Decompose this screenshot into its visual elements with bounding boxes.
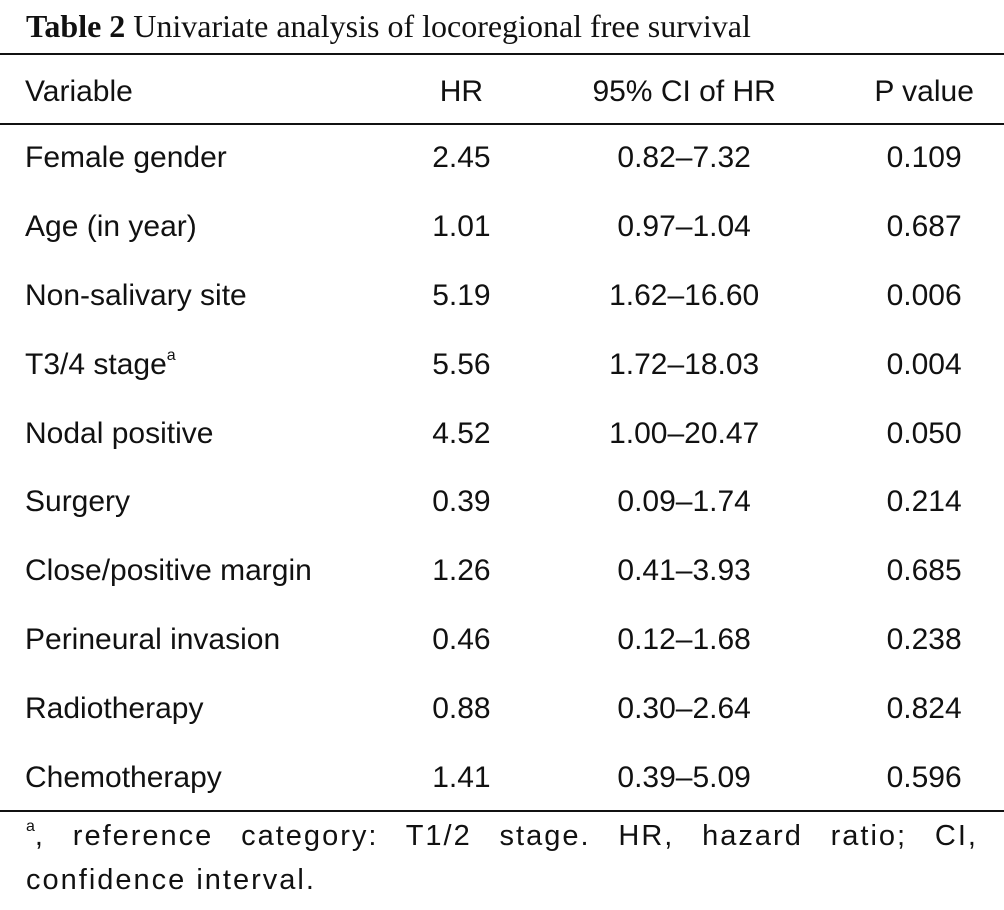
variable-cell: Female gender: [25, 141, 227, 175]
table-title: Univariate analysis of locoregional free…: [133, 8, 751, 44]
hr-cell: 1.41: [432, 760, 491, 794]
ci-cell: 1.00–20.47: [609, 416, 760, 450]
table-row: T3/4 stagea 5.56 1.72–18.03 0.004: [0, 330, 1004, 399]
table-body: Female gender 2.45 0.82–7.32 0.109 Age (…: [0, 124, 1004, 812]
variable-cell: Non-salivary site: [25, 278, 247, 312]
p-value-cell: 0.685: [886, 554, 962, 588]
p-value-cell: 0.214: [886, 485, 962, 519]
header-p-value: P value: [874, 75, 974, 108]
hr-cell: 1.26: [432, 554, 491, 588]
table-row: Surgery 0.39 0.09–1.74 0.214: [0, 468, 1004, 537]
table-row: Female gender 2.45 0.82–7.32 0.109: [0, 124, 1004, 193]
hr-cell: 5.56: [432, 347, 491, 381]
variable-cell: Radiotherapy: [25, 691, 204, 725]
footnote-text: , reference category: T1/2 stage. HR, ha…: [26, 820, 978, 896]
hr-cell: 0.46: [432, 622, 491, 656]
hr-cell: 0.39: [432, 485, 491, 519]
hr-cell: 5.19: [432, 278, 491, 312]
p-value-cell: 0.238: [886, 622, 962, 656]
ci-cell: 0.30–2.64: [617, 691, 751, 725]
header-ci: 95% CI of HR: [592, 75, 776, 108]
hr-cell: 1.01: [432, 210, 491, 244]
table-row: Chemotherapy 1.41 0.39–5.09 0.596: [0, 743, 1004, 812]
ci-cell: 0.12–1.68: [617, 622, 751, 656]
p-value-cell: 0.004: [886, 347, 962, 381]
header-rule: [0, 123, 1004, 125]
footnote-marker: a: [166, 346, 176, 364]
variable-cell: Age (in year): [25, 210, 197, 244]
footnote-marker: a: [26, 818, 35, 835]
table-label: Table 2: [26, 8, 126, 44]
p-value-cell: 0.687: [886, 210, 962, 244]
hr-cell: 2.45: [432, 141, 491, 175]
table-footnote: a, reference category: T1/2 stage. HR, h…: [26, 814, 978, 902]
p-value-cell: 0.109: [886, 141, 962, 175]
hr-cell: 0.88: [432, 691, 491, 725]
hr-cell: 4.52: [432, 416, 491, 450]
header-row: Variable HR 95% CI of HR P value: [0, 56, 1004, 124]
ci-cell: 0.41–3.93: [617, 554, 751, 588]
ci-cell: 0.39–5.09: [617, 760, 751, 794]
table-row: Radiotherapy 0.88 0.30–2.64 0.824: [0, 674, 1004, 743]
header-variable: Variable: [25, 75, 133, 108]
p-value-cell: 0.596: [886, 760, 962, 794]
variable-cell: Perineural invasion: [25, 622, 281, 656]
variable-cell: T3/4 stagea: [25, 346, 176, 381]
table-row: Age (in year) 1.01 0.97–1.04 0.687: [0, 193, 1004, 262]
table-caption: Table 2 Univariate analysis of locoregio…: [26, 6, 751, 46]
p-value-cell: 0.006: [886, 278, 962, 312]
p-value-cell: 0.824: [886, 691, 962, 725]
bottom-rule: [0, 810, 1004, 812]
table-row: Perineural invasion 0.46 0.12–1.68 0.238: [0, 606, 1004, 675]
ci-cell: 1.72–18.03: [609, 347, 760, 381]
results-table: Variable HR 95% CI of HR P value Female …: [0, 56, 1004, 812]
variable-cell: Chemotherapy: [25, 760, 222, 794]
ci-cell: 0.82–7.32: [617, 141, 751, 175]
variable-cell: Close/positive margin: [25, 554, 312, 588]
p-value-cell: 0.050: [886, 416, 962, 450]
header-hr: HR: [439, 75, 484, 108]
table-row: Non-salivary site 5.19 1.62–16.60 0.006: [0, 262, 1004, 331]
ci-cell: 1.62–16.60: [609, 278, 760, 312]
ci-cell: 0.97–1.04: [617, 210, 751, 244]
top-rule: [0, 53, 1004, 55]
ci-cell: 0.09–1.74: [617, 485, 751, 519]
variable-cell: Nodal positive: [25, 416, 214, 450]
variable-cell: Surgery: [25, 485, 131, 519]
table-row: Nodal positive 4.52 1.00–20.47 0.050: [0, 399, 1004, 468]
table-row: Close/positive margin 1.26 0.41–3.93 0.6…: [0, 537, 1004, 606]
